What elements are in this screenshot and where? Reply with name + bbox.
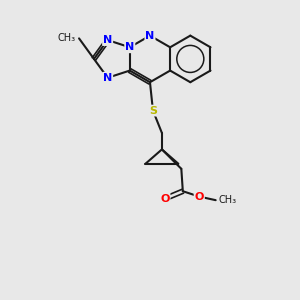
Text: N: N (103, 35, 112, 45)
Text: O: O (160, 194, 170, 204)
Text: N: N (145, 31, 154, 40)
Text: N: N (103, 73, 112, 83)
Text: CH₃: CH₃ (57, 33, 76, 43)
Text: S: S (149, 106, 157, 116)
Text: CH₃: CH₃ (219, 195, 237, 205)
Text: N: N (125, 42, 134, 52)
Text: O: O (195, 192, 204, 202)
